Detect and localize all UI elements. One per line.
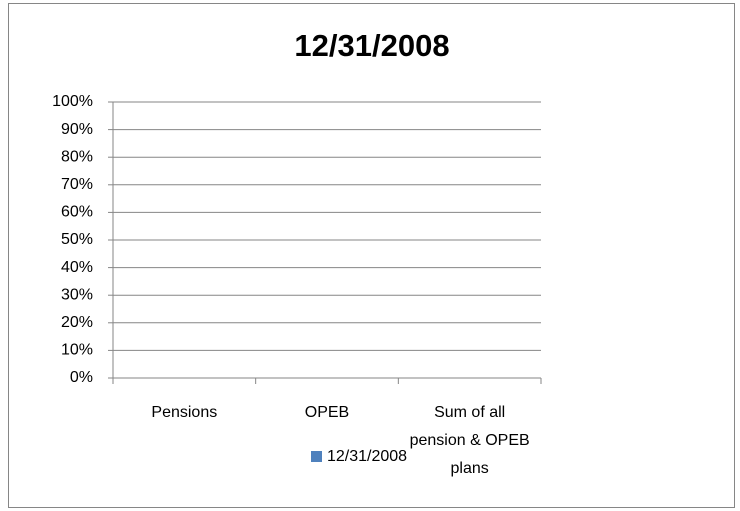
chart-border (8, 3, 735, 508)
x-tick-label: Pensions (151, 404, 218, 421)
y-tick-label: 60% (61, 204, 93, 221)
y-tick-label: 10% (61, 342, 93, 359)
y-tick-label: 50% (61, 231, 93, 248)
y-tick-label: 20% (61, 314, 93, 331)
y-tick-label: 100% (52, 93, 93, 110)
x-tick-label: Sum of all pension & OPEB plans (409, 404, 530, 477)
y-tick-label: 40% (61, 259, 93, 276)
y-tick-label: 0% (70, 369, 93, 386)
legend-swatch (311, 451, 322, 462)
chart-title: 12/31/2008 (294, 28, 449, 63)
y-tick-label: 30% (61, 286, 93, 303)
x-tick-label: OPEB (304, 404, 350, 421)
legend-label: 12/31/2008 (327, 448, 407, 465)
y-tick-label: 80% (61, 148, 93, 165)
y-tick-label: 70% (61, 176, 93, 193)
y-tick-label: 90% (61, 121, 93, 138)
